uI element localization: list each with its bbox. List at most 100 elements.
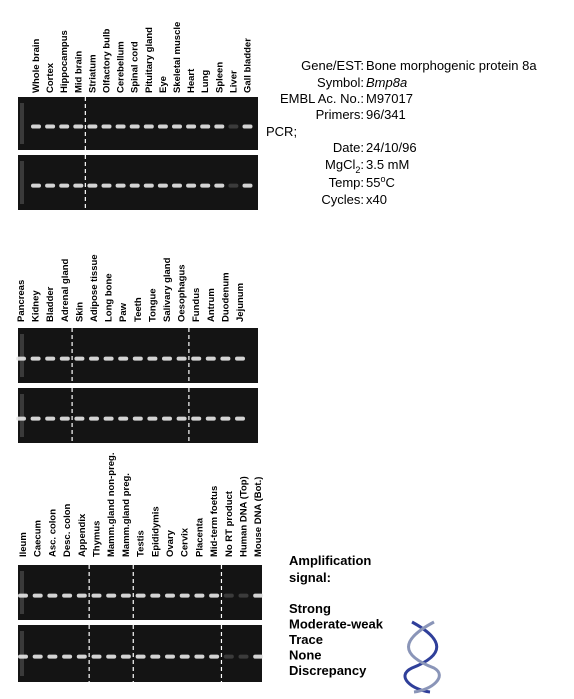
band bbox=[30, 416, 41, 421]
gel-image bbox=[18, 388, 258, 443]
band bbox=[205, 356, 216, 361]
band bbox=[143, 183, 154, 188]
info-value: 3.5 mM bbox=[366, 157, 409, 172]
band bbox=[220, 416, 231, 421]
info-label: Symbol: bbox=[317, 75, 364, 90]
band bbox=[147, 416, 158, 421]
band bbox=[238, 593, 249, 598]
lane-label: Mid-term foetus bbox=[209, 486, 220, 557]
gel-image bbox=[18, 155, 258, 210]
band bbox=[76, 593, 87, 598]
ladder bbox=[20, 394, 24, 437]
info-value: x40 bbox=[366, 192, 387, 207]
band bbox=[228, 124, 239, 129]
dna-icon bbox=[403, 620, 441, 694]
lane-label: Testis bbox=[136, 530, 147, 557]
band bbox=[103, 416, 114, 421]
lane-label: Oesophagus bbox=[177, 264, 188, 322]
info-label: Temp: bbox=[329, 175, 364, 190]
lane-label: Mamm.gland non-preg. bbox=[106, 453, 117, 558]
band bbox=[45, 183, 56, 188]
lane-label: Cervix bbox=[180, 527, 191, 557]
band bbox=[59, 356, 70, 361]
band bbox=[59, 416, 70, 421]
band bbox=[253, 654, 264, 659]
band bbox=[228, 183, 239, 188]
lane-label: Duodenum bbox=[220, 272, 231, 322]
lane-label: Pituitary gland bbox=[144, 27, 155, 93]
lane-label: Hippocampus bbox=[59, 30, 70, 93]
lane-label: Pancreas bbox=[16, 280, 27, 322]
band bbox=[118, 416, 129, 421]
legend-title: signal: bbox=[289, 570, 331, 585]
band bbox=[176, 416, 187, 421]
band bbox=[157, 124, 168, 129]
band bbox=[238, 654, 249, 659]
label: MgCl bbox=[325, 157, 355, 172]
lane-label: Spinal cord bbox=[130, 41, 141, 93]
band bbox=[165, 654, 175, 659]
band bbox=[150, 593, 161, 598]
band bbox=[16, 416, 26, 421]
band bbox=[32, 654, 43, 659]
band bbox=[191, 356, 202, 361]
band bbox=[176, 356, 187, 361]
band bbox=[150, 654, 161, 659]
band bbox=[89, 416, 99, 421]
band bbox=[165, 593, 175, 598]
lane-label: Mouse DNA (Bot.) bbox=[253, 477, 264, 557]
info-value: Bone morphogenic protein 8a bbox=[366, 58, 537, 73]
band bbox=[45, 356, 56, 361]
band bbox=[253, 593, 264, 598]
band bbox=[118, 356, 129, 361]
band bbox=[200, 124, 211, 129]
lane-label: Ileum bbox=[18, 532, 29, 557]
band bbox=[235, 356, 245, 361]
band bbox=[91, 593, 102, 598]
gel-panel: Ileum Caecum Asc. colon Desc. colon Appendix… bbox=[18, 453, 264, 682]
lane-label: Tongue bbox=[147, 288, 158, 322]
band bbox=[194, 654, 205, 659]
band bbox=[45, 124, 56, 129]
band bbox=[45, 416, 56, 421]
band bbox=[101, 124, 112, 129]
band bbox=[47, 593, 58, 598]
info-value: Bmp8a bbox=[366, 75, 407, 90]
band bbox=[162, 356, 172, 361]
band bbox=[103, 356, 114, 361]
band bbox=[87, 183, 98, 188]
band bbox=[89, 356, 99, 361]
ladder bbox=[20, 161, 24, 204]
band bbox=[115, 124, 126, 129]
band bbox=[76, 654, 87, 659]
band bbox=[62, 654, 73, 659]
ladder bbox=[20, 631, 24, 676]
ladder bbox=[20, 571, 24, 614]
info-label: Date: bbox=[333, 140, 364, 155]
lane-label: Fundus bbox=[191, 288, 202, 322]
band bbox=[129, 124, 140, 129]
value: C bbox=[385, 175, 394, 190]
band bbox=[30, 356, 41, 361]
gel-panel: Pancreas Kidney Bladder Adrenal gland Skin Ad… bbox=[16, 254, 258, 443]
band bbox=[120, 593, 131, 598]
band bbox=[73, 124, 84, 129]
info-value: 24/10/96 bbox=[366, 140, 417, 155]
lane-label: Teeth bbox=[133, 297, 144, 322]
band bbox=[186, 124, 197, 129]
lane-label: Antrum bbox=[206, 288, 217, 322]
band bbox=[135, 654, 146, 659]
band bbox=[209, 593, 220, 598]
band bbox=[242, 183, 253, 188]
band bbox=[132, 416, 143, 421]
band bbox=[101, 183, 112, 188]
band bbox=[129, 183, 140, 188]
band bbox=[157, 183, 168, 188]
band bbox=[209, 654, 220, 659]
band bbox=[115, 183, 126, 188]
band bbox=[87, 124, 98, 129]
subscript: 2 bbox=[355, 165, 360, 175]
